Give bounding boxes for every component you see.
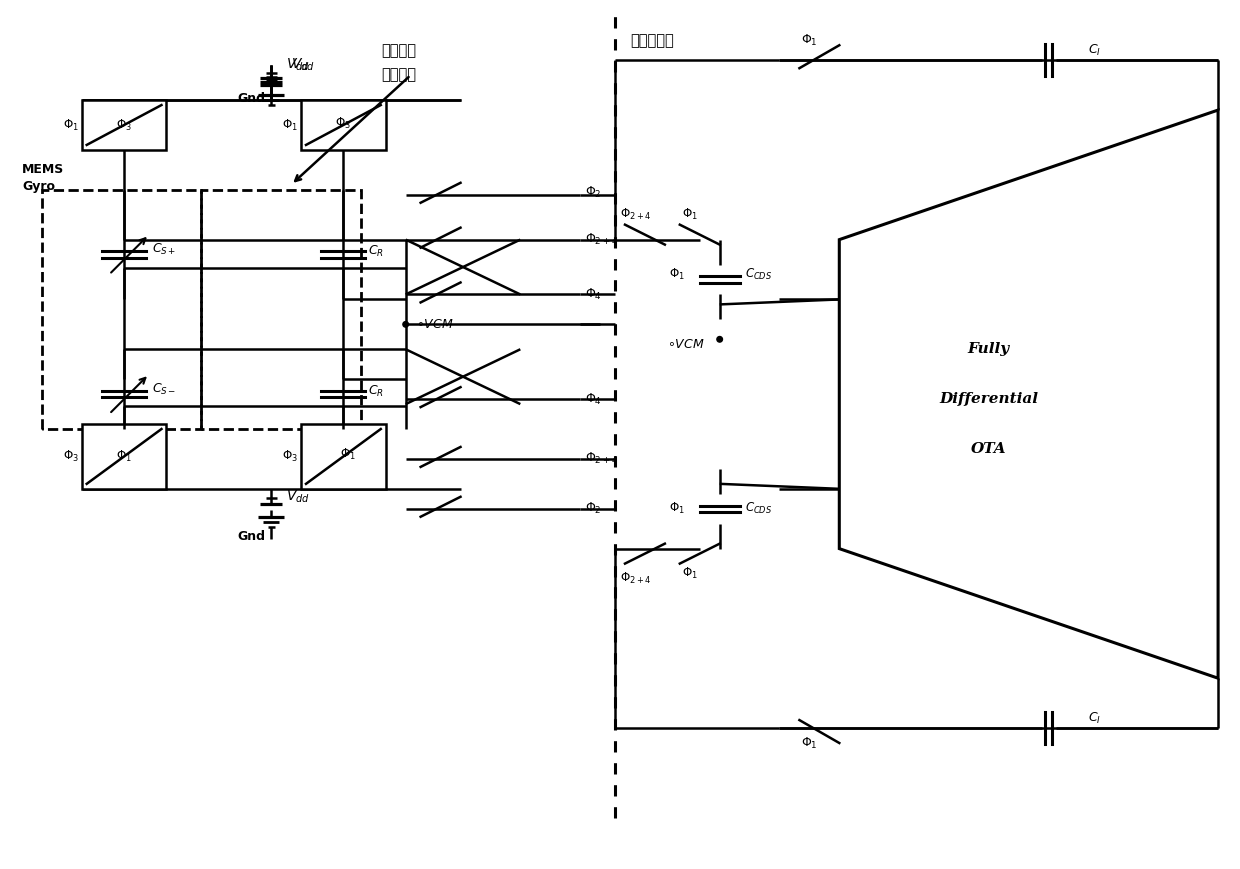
Text: $\Phi_3$: $\Phi_3$ [283, 449, 298, 464]
Text: $\Phi_1$: $\Phi_1$ [668, 267, 684, 282]
Text: $\Phi_2$: $\Phi_2$ [585, 501, 601, 516]
Text: $\Phi_1$: $\Phi_1$ [682, 566, 698, 581]
Text: $\Phi_1$: $\Phi_1$ [341, 447, 356, 462]
Text: $C_{CDS}$: $C_{CDS}$ [744, 501, 771, 516]
Text: $\Phi_{2+4}$: $\Phi_{2+4}$ [620, 207, 651, 222]
Text: $C_I$: $C_I$ [1089, 43, 1101, 57]
Circle shape [403, 322, 408, 327]
Text: $C_{S-}$: $C_{S-}$ [153, 381, 176, 396]
Text: 电荷积分器: 电荷积分器 [630, 33, 673, 48]
Text: Fully: Fully [967, 342, 1009, 356]
Text: $\Phi_4$: $\Phi_4$ [585, 287, 603, 302]
Text: $C_{S+}$: $C_{S+}$ [153, 242, 176, 257]
Text: $\Phi_1$: $\Phi_1$ [283, 117, 298, 133]
Text: $\Phi_3$: $\Phi_3$ [117, 117, 131, 133]
Text: OTA: OTA [971, 442, 1007, 456]
Bar [82, 100, 166, 150]
Text: $\Phi_3$: $\Phi_3$ [63, 449, 78, 464]
Text: $\circ VCM$: $\circ VCM$ [415, 318, 453, 331]
Text: $\Phi_{2+4}$: $\Phi_{2+4}$ [620, 571, 651, 586]
Text: $\Phi_1$: $\Phi_1$ [682, 207, 698, 222]
Text: Gnd: Gnd [237, 530, 265, 543]
Text: $V_{dd}$: $V_{dd}$ [286, 57, 310, 73]
Circle shape [717, 336, 723, 342]
Text: $\Phi_3$: $\Phi_3$ [336, 116, 351, 130]
Text: $\circ VCM$: $\circ VCM$ [667, 338, 704, 351]
Text: $\Phi_{2+4}$: $\Phi_{2+4}$ [585, 451, 619, 467]
Text: $\Phi_1$: $\Phi_1$ [668, 501, 684, 516]
Text: $C_R$: $C_R$ [368, 244, 384, 259]
Text: $\Phi_1$: $\Phi_1$ [63, 117, 78, 133]
Text: MEMS: MEMS [22, 163, 64, 176]
Text: $\Phi_{2+4}$: $\Phi_{2+4}$ [585, 232, 619, 247]
Text: 可调参考: 可调参考 [381, 43, 415, 57]
Bar [301, 100, 386, 150]
Text: $C_{CDS}$: $C_{CDS}$ [744, 267, 771, 282]
Text: $\Phi_1$: $\Phi_1$ [117, 449, 131, 464]
Text: 电容阵列: 电容阵列 [381, 68, 415, 83]
Text: $\Phi_2$: $\Phi_2$ [585, 185, 601, 201]
Text: $C_I$: $C_I$ [1089, 711, 1101, 726]
Text: Gyro: Gyro [22, 180, 55, 193]
Bar [301, 424, 386, 489]
Text: $\Phi_1$: $\Phi_1$ [801, 33, 817, 48]
Text: $\Phi_4$: $\Phi_4$ [585, 392, 603, 407]
Text: Differential: Differential [940, 392, 1038, 406]
Text: $C_R$: $C_R$ [368, 383, 384, 399]
Text: $\Phi_1$: $\Phi_1$ [801, 735, 817, 751]
Text: $V_{dd}$: $V_{dd}$ [286, 488, 310, 505]
Text: $V_{dd}$: $V_{dd}$ [291, 57, 315, 73]
Polygon shape [839, 110, 1218, 678]
Bar [82, 424, 166, 489]
Text: Gnd: Gnd [237, 91, 265, 104]
